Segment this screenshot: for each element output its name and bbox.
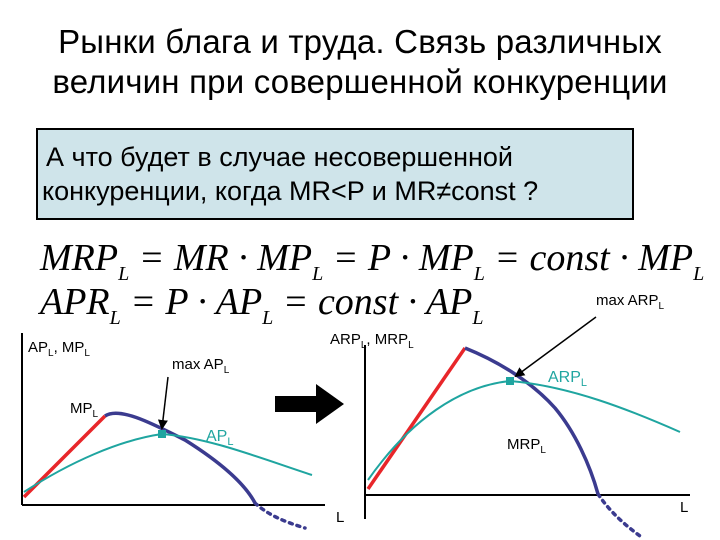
right-x-axis-label: L	[680, 499, 688, 516]
formula-term: = MR · MP	[129, 237, 313, 279]
slide-title: Рынки блага и труда. Связь различных вел…	[0, 22, 720, 102]
left-mp-curve	[104, 411, 257, 504]
formula-subscript: L	[118, 263, 130, 285]
formula-subscript: L	[472, 307, 484, 329]
left-ap-max-point	[158, 430, 166, 438]
left-ap-label: APL	[206, 428, 233, 448]
formula-term: = const · AP	[273, 281, 473, 323]
left-y-axis-label: APL, MPL	[28, 339, 90, 359]
right-annotation-arrow	[514, 316, 597, 378]
right-arp-curve	[367, 379, 681, 481]
title-line-1: Рынки блага и труда. Связь различных	[58, 23, 662, 60]
transition-arrow-icon	[275, 384, 344, 424]
right-mrp-negative-segment	[596, 492, 642, 538]
right-mrp-rising-segment	[366, 347, 467, 490]
right-arp-max-point	[506, 377, 514, 385]
question-line-1: А что будет в случае несовершенной	[46, 142, 513, 172]
left-mp-negative-segment	[253, 501, 307, 530]
left-x-axis-label: L	[336, 509, 344, 526]
right-mrp-label: MRPL	[507, 436, 546, 456]
right-arp-label: ARPL	[548, 369, 587, 389]
formula-subscript: L	[693, 263, 705, 285]
formula-term: = P · MP	[323, 237, 474, 279]
right-max-arp-label: max ARPL	[596, 292, 665, 312]
left-chart: APL, MPL max APL MPL APL L	[21, 333, 344, 530]
question-line-2: конкуренции, когда MR<P и MR≠const ?	[42, 176, 539, 206]
formula-term: APR	[40, 281, 110, 323]
right-chart: max ARPL ARPL, MRPL ARPL MRPL L	[330, 292, 690, 538]
right-mrp-curve	[464, 346, 600, 495]
formula-subscript: L	[109, 307, 121, 329]
formula-term: = const · MP	[484, 237, 694, 279]
right-y-axis-label: ARPL, MRPL	[330, 331, 414, 351]
formula-term: = P · AP	[120, 281, 263, 323]
left-ap-curve	[23, 432, 313, 493]
left-annotation-arrow	[157, 376, 169, 430]
left-max-ap-label: max APL	[172, 356, 230, 376]
title-line-2: величин при совершенной конкуренции	[52, 63, 668, 100]
formula-apr: APRL = P · APL = const · APL	[40, 280, 484, 330]
formula-subscript: L	[473, 263, 485, 285]
question-box: А что будет в случае несовершенной конку…	[36, 128, 634, 220]
left-mp-label: MPL	[70, 400, 99, 420]
formula-mrp: MRPL = MR · MPL = P · MPL = const · MPL	[40, 236, 704, 286]
formula-term: MRP	[40, 237, 119, 279]
formula-subscript: L	[262, 307, 274, 329]
formula-subscript: L	[312, 263, 324, 285]
